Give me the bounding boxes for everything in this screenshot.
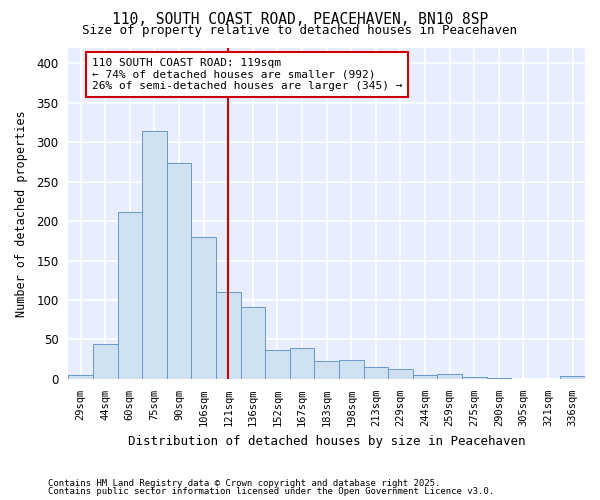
Bar [487,378,511,379]
Bar [118,212,142,379]
Bar [216,292,241,379]
Text: 110 SOUTH COAST ROAD: 119sqm
← 74% of detached houses are smaller (992)
26% of s: 110 SOUTH COAST ROAD: 119sqm ← 74% of de… [92,58,402,91]
Bar [290,348,314,379]
Bar [339,360,364,379]
Bar [388,368,413,379]
Bar [413,375,437,379]
Bar [93,344,118,379]
Bar [265,350,290,379]
X-axis label: Distribution of detached houses by size in Peacehaven: Distribution of detached houses by size … [128,434,526,448]
Text: 110, SOUTH COAST ROAD, PEACEHAVEN, BN10 8SP: 110, SOUTH COAST ROAD, PEACEHAVEN, BN10 … [112,12,488,28]
Y-axis label: Number of detached properties: Number of detached properties [15,110,28,316]
Bar [437,374,462,379]
Bar [167,162,191,379]
Bar [364,367,388,379]
Bar [142,131,167,379]
Text: Contains HM Land Registry data © Crown copyright and database right 2025.: Contains HM Land Registry data © Crown c… [48,478,440,488]
Bar [314,361,339,379]
Bar [462,378,487,379]
Text: Size of property relative to detached houses in Peacehaven: Size of property relative to detached ho… [83,24,517,37]
Bar [191,237,216,379]
Text: Contains public sector information licensed under the Open Government Licence v3: Contains public sector information licen… [48,487,494,496]
Bar [241,307,265,379]
Bar [68,375,93,379]
Bar [560,376,585,379]
